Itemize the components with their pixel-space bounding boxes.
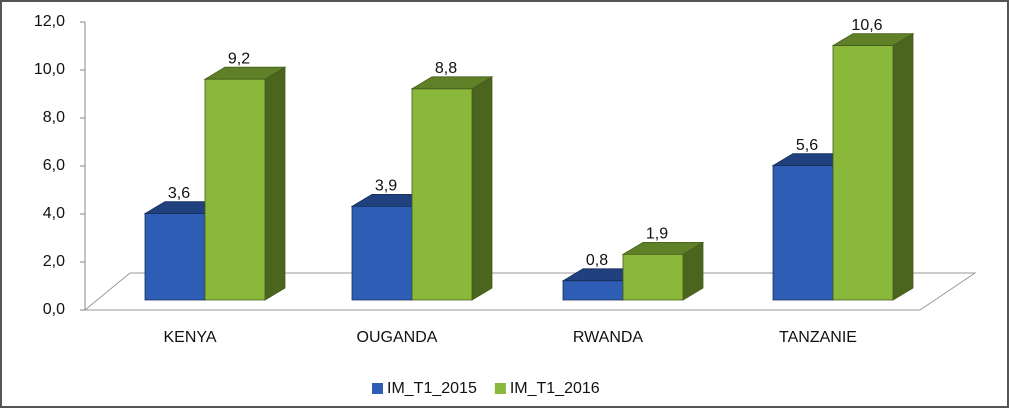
x-tick-label: TANZANIE [779, 329, 857, 346]
value-label: 3,9 [375, 178, 397, 195]
value-label: 9,2 [228, 50, 250, 67]
bar-front [832, 45, 894, 301]
x-tick-label: RWANDA [573, 329, 644, 346]
value-label: 8,8 [435, 60, 457, 77]
y-tick-label: 4,0 [43, 205, 65, 222]
bar [203, 66, 287, 301]
value-label: 10,6 [851, 17, 882, 34]
y-tick-label: 8,0 [43, 109, 65, 126]
y-tick-label: 10,0 [34, 61, 65, 78]
y-tick-label: 12,0 [34, 13, 65, 30]
bar-side [264, 66, 286, 301]
bar [831, 32, 915, 301]
floor [83, 272, 977, 311]
bar-front [622, 253, 684, 301]
bar-front [772, 165, 834, 301]
legend-swatch [494, 383, 506, 394]
legend-label: IM_T1_2016 [510, 380, 600, 397]
bar-front [411, 88, 473, 301]
value-label: 1,9 [646, 226, 668, 243]
bar-side [892, 32, 914, 301]
y-tick-label: 0,0 [43, 301, 65, 318]
bar-side [471, 76, 493, 301]
x-tick-label: OUGANDA [357, 329, 438, 346]
value-label: 3,6 [168, 185, 190, 202]
bar-front [144, 213, 206, 301]
x-tick-label: KENYA [163, 329, 216, 346]
bar [621, 241, 705, 301]
y-tick-label: 6,0 [43, 157, 65, 174]
bar [410, 76, 494, 301]
bar-front [562, 280, 624, 301]
value-label: 0,8 [586, 252, 608, 269]
bar-front [204, 78, 266, 301]
legend-swatch [372, 383, 383, 394]
y-tick-label: 2,0 [43, 253, 65, 270]
legend-label: IM_T1_2015 [387, 380, 477, 397]
bar-front [351, 205, 413, 301]
value-label: 5,6 [796, 137, 818, 154]
